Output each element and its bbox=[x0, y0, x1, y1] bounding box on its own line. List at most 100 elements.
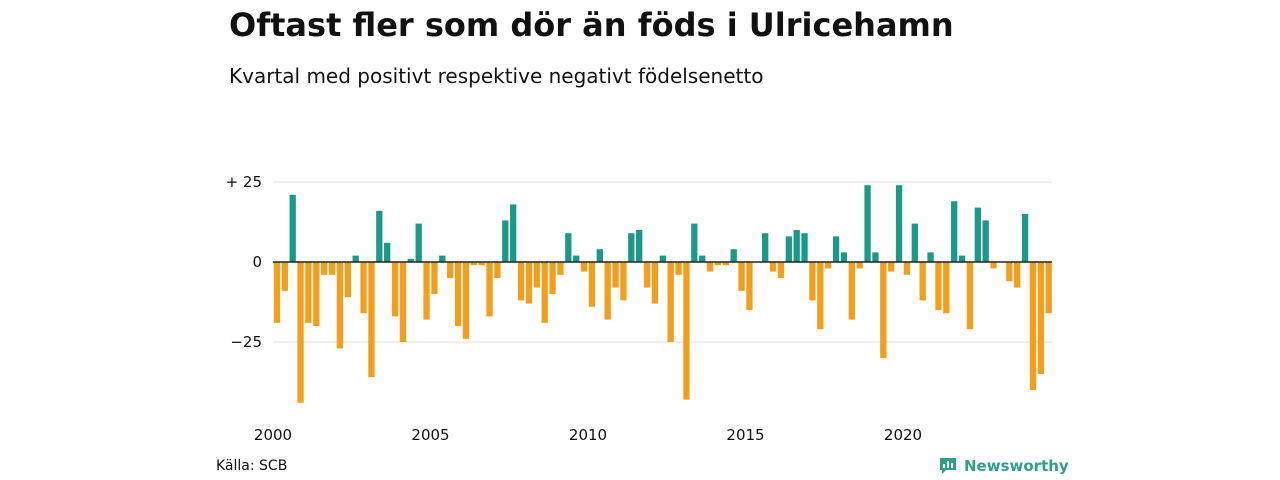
bar-negative bbox=[612, 262, 619, 288]
bar-negative bbox=[588, 262, 596, 307]
chart-subtitle: Kvartal med positivt respektive negativt… bbox=[229, 64, 764, 88]
bar-positive bbox=[974, 207, 981, 262]
bar-negative bbox=[848, 262, 855, 320]
bar-negative bbox=[478, 262, 485, 266]
bar-negative bbox=[856, 262, 863, 269]
bar-negative bbox=[273, 262, 281, 323]
bar-negative bbox=[281, 262, 288, 291]
bar-negative bbox=[722, 262, 729, 266]
bar-negative bbox=[620, 262, 627, 301]
bar-positive bbox=[510, 204, 517, 262]
bar-negative bbox=[344, 262, 351, 298]
bar-negative bbox=[336, 262, 344, 349]
bar-negative bbox=[809, 262, 816, 301]
y-tick-label: −25 bbox=[230, 333, 262, 351]
bar-positive bbox=[793, 230, 800, 262]
bar-positive bbox=[1021, 214, 1029, 262]
bar-negative bbox=[321, 262, 328, 275]
bar-positive bbox=[502, 220, 509, 262]
bar-negative bbox=[1037, 262, 1044, 374]
bar-negative bbox=[533, 262, 540, 288]
bar-negative bbox=[1029, 262, 1037, 390]
bar-positive bbox=[376, 210, 383, 262]
bar-negative bbox=[454, 262, 462, 326]
bar-negative bbox=[423, 262, 430, 320]
bar-negative bbox=[447, 262, 454, 278]
bar-negative bbox=[943, 262, 950, 314]
bar-negative bbox=[1006, 262, 1013, 282]
bar-negative bbox=[604, 262, 611, 320]
bar-negative bbox=[651, 262, 659, 304]
bar-positive bbox=[636, 230, 643, 262]
bar-negative bbox=[328, 262, 336, 275]
bar-negative bbox=[880, 262, 887, 358]
bar-negative bbox=[399, 262, 407, 342]
bar-negative bbox=[486, 262, 493, 317]
bar-negative bbox=[431, 262, 438, 294]
bar-positive bbox=[407, 258, 414, 262]
bar-negative bbox=[549, 262, 556, 294]
bar-negative bbox=[541, 262, 548, 323]
bar-positive bbox=[958, 255, 966, 262]
bar-positive bbox=[573, 255, 580, 262]
bar-negative bbox=[817, 262, 824, 330]
bar-positive bbox=[415, 223, 422, 262]
bar-positive bbox=[659, 255, 666, 262]
bar-positive bbox=[565, 233, 572, 262]
bar-negative bbox=[643, 262, 651, 288]
bar-negative bbox=[368, 262, 375, 378]
bar-negative bbox=[777, 262, 785, 278]
x-tick-label: 2005 bbox=[411, 426, 449, 444]
bar-negative bbox=[470, 262, 477, 266]
bar-negative bbox=[517, 262, 525, 301]
bar-positive bbox=[699, 255, 706, 262]
bar-negative bbox=[297, 262, 304, 403]
bar-negative bbox=[525, 262, 533, 304]
bar-positive bbox=[289, 194, 296, 262]
brand-logo[interactable]: Newsworthy bbox=[938, 456, 1069, 476]
brand-name: Newsworthy bbox=[964, 457, 1069, 475]
bar-positive bbox=[596, 249, 603, 262]
bar-negative bbox=[675, 262, 682, 275]
bar-positive bbox=[352, 255, 359, 262]
y-tick-label: + 25 bbox=[226, 173, 262, 191]
source-note: Källa: SCB bbox=[216, 458, 288, 474]
bar-negative bbox=[305, 262, 312, 323]
bar-positive bbox=[864, 185, 871, 262]
bar-positive bbox=[730, 249, 737, 262]
bar-negative bbox=[714, 262, 722, 266]
bar-negative bbox=[494, 262, 501, 278]
x-tick-label: 2010 bbox=[569, 426, 607, 444]
bar-positive bbox=[628, 233, 635, 262]
bar-positive bbox=[439, 255, 446, 262]
bar-positive bbox=[762, 233, 769, 262]
bar-negative bbox=[391, 262, 399, 317]
x-tick-label: 2020 bbox=[884, 426, 922, 444]
bar-negative bbox=[825, 262, 832, 269]
bar-negative bbox=[935, 262, 942, 310]
bar-positive bbox=[840, 252, 848, 262]
bar-positive bbox=[785, 236, 792, 262]
bar-negative bbox=[919, 262, 926, 301]
bar-positive bbox=[895, 185, 903, 262]
newsworthy-logo-icon bbox=[940, 458, 956, 474]
x-tick-label: 2000 bbox=[254, 426, 292, 444]
bar-negative bbox=[966, 262, 974, 330]
bar-negative bbox=[557, 262, 564, 275]
bar-negative bbox=[903, 262, 911, 275]
bar-negative bbox=[360, 262, 367, 314]
bar-positive bbox=[927, 252, 934, 262]
bar-negative bbox=[683, 262, 690, 400]
bar-positive bbox=[872, 252, 879, 262]
bar-negative bbox=[706, 262, 714, 272]
x-tick-label: 2015 bbox=[726, 426, 764, 444]
bar-negative bbox=[667, 262, 674, 342]
bar-negative bbox=[769, 262, 777, 272]
bar-positive bbox=[951, 201, 958, 262]
bar-negative bbox=[1045, 262, 1052, 314]
bar-negative bbox=[462, 262, 470, 339]
chart-title: Oftast fler som dör än föds i Ulricehamn bbox=[229, 6, 954, 44]
bar-negative bbox=[888, 262, 895, 272]
bar-negative bbox=[990, 262, 997, 269]
